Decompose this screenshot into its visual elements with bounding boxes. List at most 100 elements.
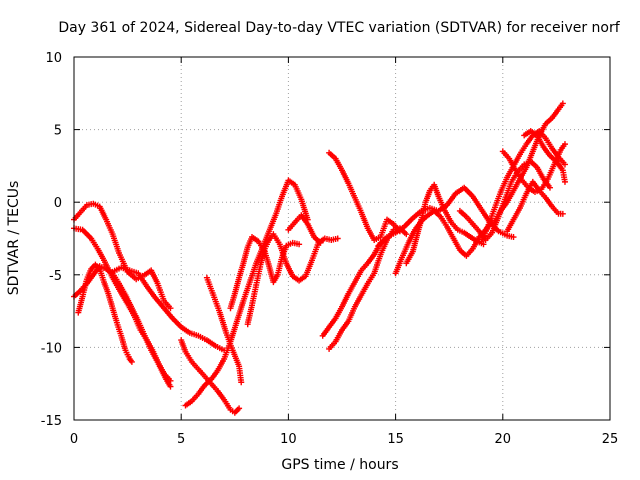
data-point-run (236, 363, 244, 383)
data-point-run (328, 236, 339, 243)
data-point-run (152, 295, 166, 310)
series-track-11 (285, 212, 324, 246)
y-axis-label: SDTVAR / TECUs (6, 181, 22, 296)
data-point-run (534, 164, 546, 180)
data-point (296, 241, 303, 248)
data-point-run (345, 180, 357, 199)
data-point-run (266, 214, 278, 235)
data-point (167, 377, 174, 384)
series-track-13 (326, 225, 410, 352)
data-point-run (203, 274, 216, 296)
data-point-run (101, 279, 111, 295)
data-point-run (201, 377, 213, 389)
data-point (510, 234, 517, 241)
data-point-run (510, 177, 522, 194)
data-point-run (195, 332, 208, 343)
data-point-run (143, 283, 158, 300)
grid (74, 57, 610, 420)
data-point-run (255, 238, 267, 253)
data-point-run (229, 347, 242, 368)
data-point-run (188, 392, 200, 405)
data-point-run (534, 132, 546, 149)
data-point-run (113, 319, 124, 337)
data-point-run (461, 229, 472, 239)
data-point-run (195, 366, 207, 378)
data-point-run (276, 241, 289, 265)
data-point-run (452, 185, 466, 197)
plot-frame (73, 56, 611, 421)
data-point-run (424, 209, 436, 219)
series-track-6 (178, 337, 243, 416)
data-point-run (135, 318, 147, 337)
data-point-run (403, 250, 415, 267)
data-point-run (469, 193, 484, 211)
data-point (167, 305, 174, 312)
data-point-run (555, 210, 564, 217)
data-point-run (231, 406, 241, 416)
y-tick-label: -10 (41, 341, 62, 356)
series-track-5 (109, 264, 228, 354)
data-point-run (92, 261, 102, 271)
data-point-run (491, 209, 503, 226)
data-point-run (422, 189, 433, 206)
data-point-run (227, 406, 236, 415)
data-point-run (223, 329, 235, 352)
data-point-run (244, 304, 255, 328)
data-point-run (557, 143, 567, 153)
x-tick-label: 15 (387, 432, 404, 447)
y-tick-label: -15 (41, 414, 62, 429)
data-point-run (478, 226, 490, 245)
data-point-run (289, 273, 301, 283)
data-point-run (169, 315, 183, 329)
data-point-run (454, 226, 466, 235)
data-point-run (375, 235, 389, 249)
data-point-run (461, 184, 475, 198)
data-point-run (510, 206, 522, 223)
data-point-run (467, 234, 479, 244)
data-point-run (345, 281, 357, 297)
data-point (561, 178, 568, 185)
data-point-run (392, 256, 405, 277)
data-point-run (122, 347, 132, 360)
data-point-run (298, 196, 311, 221)
data-point-run (270, 273, 280, 286)
data-point-run (497, 176, 510, 195)
data-point-run (285, 221, 297, 233)
x-tick-label: 25 (602, 432, 619, 447)
data-point-run (358, 262, 370, 274)
data-point-run (304, 221, 317, 239)
data-point-run (208, 380, 219, 393)
data-point-run (399, 241, 411, 261)
data-point-run (105, 290, 115, 310)
data-point-run (141, 332, 154, 352)
data-point (561, 161, 568, 168)
data-point (167, 383, 174, 390)
data-point-run (444, 192, 458, 209)
data-point-run (221, 396, 233, 411)
data-point-run (409, 209, 423, 222)
data-point-run (463, 213, 475, 226)
data-point-run (283, 240, 294, 249)
data-point-run (497, 200, 509, 214)
data-point-run (161, 305, 175, 320)
data-point-run (405, 228, 417, 246)
data-point (546, 184, 553, 191)
data-point-run (298, 212, 310, 226)
chart-title: Day 361 of 2024, Sidereal Day-to-day VTE… (58, 20, 620, 36)
data-point-run (214, 388, 226, 401)
data-point-run (339, 167, 351, 185)
data-point-run (118, 332, 128, 352)
data-point-run (542, 194, 554, 208)
data-point-run (249, 234, 260, 244)
series-track-7 (182, 177, 311, 409)
data-point-run (517, 192, 529, 211)
series-track-14 (326, 149, 403, 243)
data-point-run (358, 282, 370, 299)
data-point-run (321, 235, 333, 243)
y-tick-label: 10 (45, 51, 62, 66)
data-point-run (538, 178, 550, 193)
data-point-run (195, 383, 207, 397)
series-track-23 (504, 178, 566, 235)
data-point-run (79, 226, 93, 240)
data-point-run (517, 143, 529, 158)
